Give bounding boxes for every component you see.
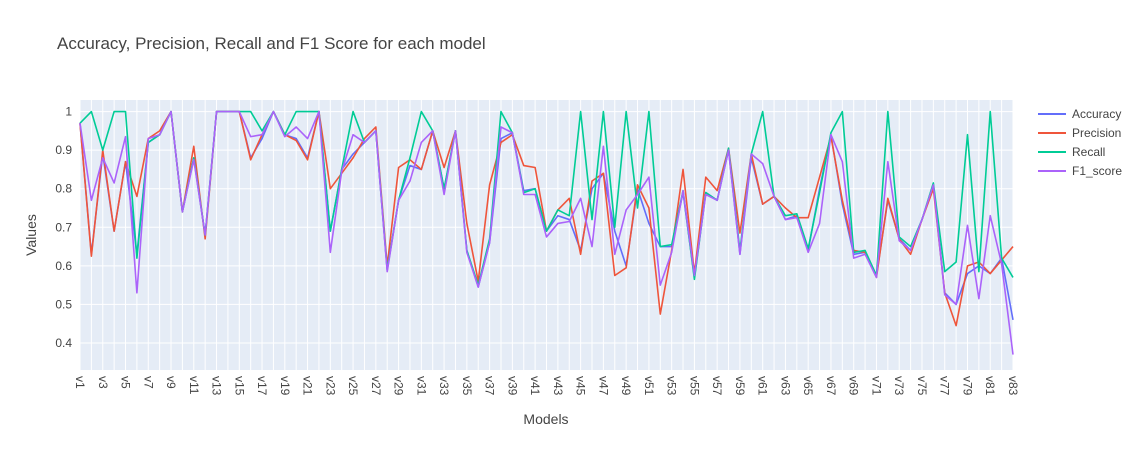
legend-item-f1-score[interactable]: F1_score <box>1038 164 1122 178</box>
y-axis-title: Values <box>23 214 39 256</box>
legend-label: Recall <box>1072 145 1105 159</box>
y-tick-label: 0.4 <box>55 336 72 350</box>
x-tick-label: v69 <box>847 376 861 396</box>
legend[interactable]: Accuracy Precision Recall F1_score <box>1038 107 1122 178</box>
x-tick-label: v79 <box>960 376 974 396</box>
legend-label: Accuracy <box>1072 107 1121 121</box>
x-tick-label: v1 <box>73 376 87 389</box>
x-tick-label: v61 <box>756 376 770 396</box>
x-tick-label: v25 <box>346 376 360 396</box>
x-tick-label: v23 <box>323 376 337 396</box>
x-tick-label: v37 <box>483 376 497 396</box>
chart-title: Accuracy, Precision, Recall and F1 Score… <box>57 34 486 53</box>
x-tick-label: v39 <box>505 376 519 396</box>
x-tick-label: v17 <box>255 376 269 396</box>
y-tick-label: 0.7 <box>55 220 72 234</box>
gridlines <box>79 100 1014 370</box>
legend-label: F1_score <box>1072 164 1122 178</box>
x-tick-label: v19 <box>278 376 292 396</box>
y-tick-label: 0.5 <box>55 297 72 311</box>
x-tick-label: v21 <box>301 376 315 396</box>
x-tick-label: v51 <box>642 376 656 396</box>
y-tick-label: 1 <box>65 105 72 119</box>
x-tick-label: v65 <box>801 376 815 396</box>
x-tick-label: v35 <box>460 376 474 396</box>
legend-item-accuracy[interactable]: Accuracy <box>1038 107 1121 121</box>
x-tick-label: v53 <box>665 376 679 396</box>
x-tick-label: v3 <box>96 376 110 389</box>
legend-label: Precision <box>1072 126 1121 140</box>
x-tick-label: v7 <box>141 376 155 389</box>
x-tick-label: v5 <box>119 376 133 389</box>
x-tick-label: v47 <box>596 376 610 396</box>
x-tick-label: v29 <box>392 376 406 396</box>
x-tick-label: v77 <box>938 376 952 396</box>
x-tick-label: v15 <box>232 376 246 396</box>
x-tick-label: v83 <box>1006 376 1020 396</box>
x-tick-label: v63 <box>778 376 792 396</box>
x-tick-label: v43 <box>551 376 565 396</box>
y-tick-labels: 0.4 0.5 0.6 0.7 0.8 0.9 1 <box>55 105 72 350</box>
series-lines <box>79 110 1014 355</box>
x-tick-labels: v1 v3 v5 v7 v9 v11 v13 v15 v17 v19 v21 v23 v25 v27 v29… <box>73 376 1020 396</box>
y-tick-label: 0.6 <box>55 259 72 273</box>
x-tick-label: v33 <box>437 376 451 396</box>
x-tick-label: v67 <box>824 376 838 396</box>
series-line-f1-score[interactable] <box>79 110 1014 355</box>
x-tick-label: v55 <box>687 376 701 396</box>
x-tick-label: v31 <box>414 376 428 396</box>
x-axis-title: Models <box>523 411 568 427</box>
x-tick-label: v27 <box>369 376 383 396</box>
x-tick-label: v9 <box>164 376 178 389</box>
legend-item-precision[interactable]: Precision <box>1038 126 1121 140</box>
x-tick-label: v73 <box>892 376 906 396</box>
x-tick-label: v59 <box>733 376 747 396</box>
x-tick-label: v11 <box>187 376 201 395</box>
legend-item-recall[interactable]: Recall <box>1038 145 1105 159</box>
y-tick-label: 0.9 <box>55 143 72 157</box>
x-tick-label: v71 <box>869 376 883 396</box>
x-tick-label: v75 <box>915 376 929 396</box>
x-tick-label: v57 <box>710 376 724 396</box>
y-tick-label: 0.8 <box>55 182 72 196</box>
x-tick-label: v81 <box>983 376 997 396</box>
x-tick-label: v13 <box>210 376 224 396</box>
x-tick-label: v45 <box>574 376 588 396</box>
x-tick-label: v41 <box>528 376 542 396</box>
x-tick-label: v49 <box>619 376 633 396</box>
